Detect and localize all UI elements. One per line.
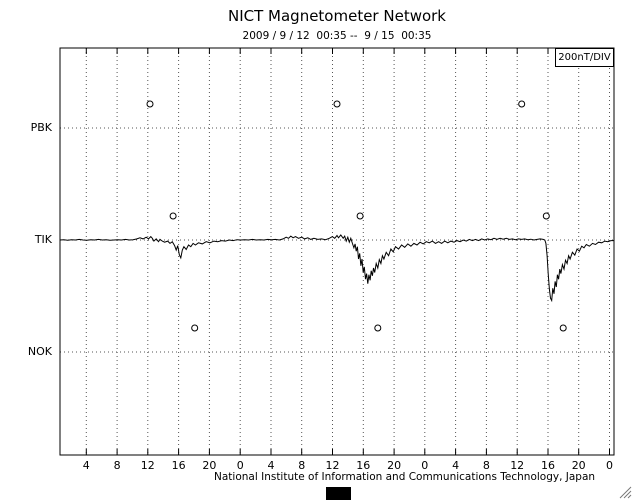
black-artifact-box <box>326 487 351 500</box>
x-tick-label: 4 <box>452 459 459 472</box>
x-tick-label: 12 <box>141 459 155 472</box>
x-tick-label: 20 <box>572 459 586 472</box>
data-marker-circle <box>356 212 364 220</box>
footer-text: National Institute of Information and Co… <box>214 471 596 483</box>
x-tick-label: 16 <box>172 459 186 472</box>
plot-frame <box>59 47 615 456</box>
station-label-pbk: PBK <box>30 121 52 134</box>
scale-unit-label: 200nT/DIV <box>558 52 611 63</box>
x-tick-label: 8 <box>483 459 490 472</box>
x-tick-label: 4 <box>83 459 90 472</box>
data-marker-circle <box>333 100 341 108</box>
x-tick-label: 20 <box>202 459 216 472</box>
data-marker-circle <box>559 324 567 332</box>
x-tick-label: 0 <box>421 459 428 472</box>
x-tick-label: 16 <box>541 459 555 472</box>
data-marker-circle <box>146 100 154 108</box>
page-title: NICT Magnetometer Network <box>227 7 446 25</box>
data-marker-circle <box>169 212 177 220</box>
station-label-nok: NOK <box>27 345 52 358</box>
x-tick-label: 16 <box>356 459 370 472</box>
resize-handle-icon[interactable] <box>623 490 632 499</box>
data-marker-circle <box>542 212 550 220</box>
x-tick-label: 20 <box>387 459 401 472</box>
data-marker-circle <box>374 324 382 332</box>
x-tick-label: 0 <box>606 459 613 472</box>
x-tick-label: 8 <box>114 459 121 472</box>
x-tick-label: 4 <box>268 459 275 472</box>
data-marker-circle <box>518 100 526 108</box>
trace-tik <box>59 234 614 303</box>
x-tick-label: 12 <box>510 459 524 472</box>
data-marker-circle <box>191 324 199 332</box>
date-range-label: 2009 / 9 / 12 00:35 -- 9 / 15 00:35 <box>242 30 432 42</box>
scale-unit-box: 200nT/DIV <box>555 48 614 67</box>
station-label-tik: TIK <box>34 233 52 246</box>
resize-handle-icon[interactable] <box>627 494 632 499</box>
x-tick-label: 0 <box>237 459 244 472</box>
x-tick-label: 8 <box>298 459 305 472</box>
x-tick-label: 12 <box>326 459 340 472</box>
resize-handle-icon[interactable] <box>619 486 632 499</box>
